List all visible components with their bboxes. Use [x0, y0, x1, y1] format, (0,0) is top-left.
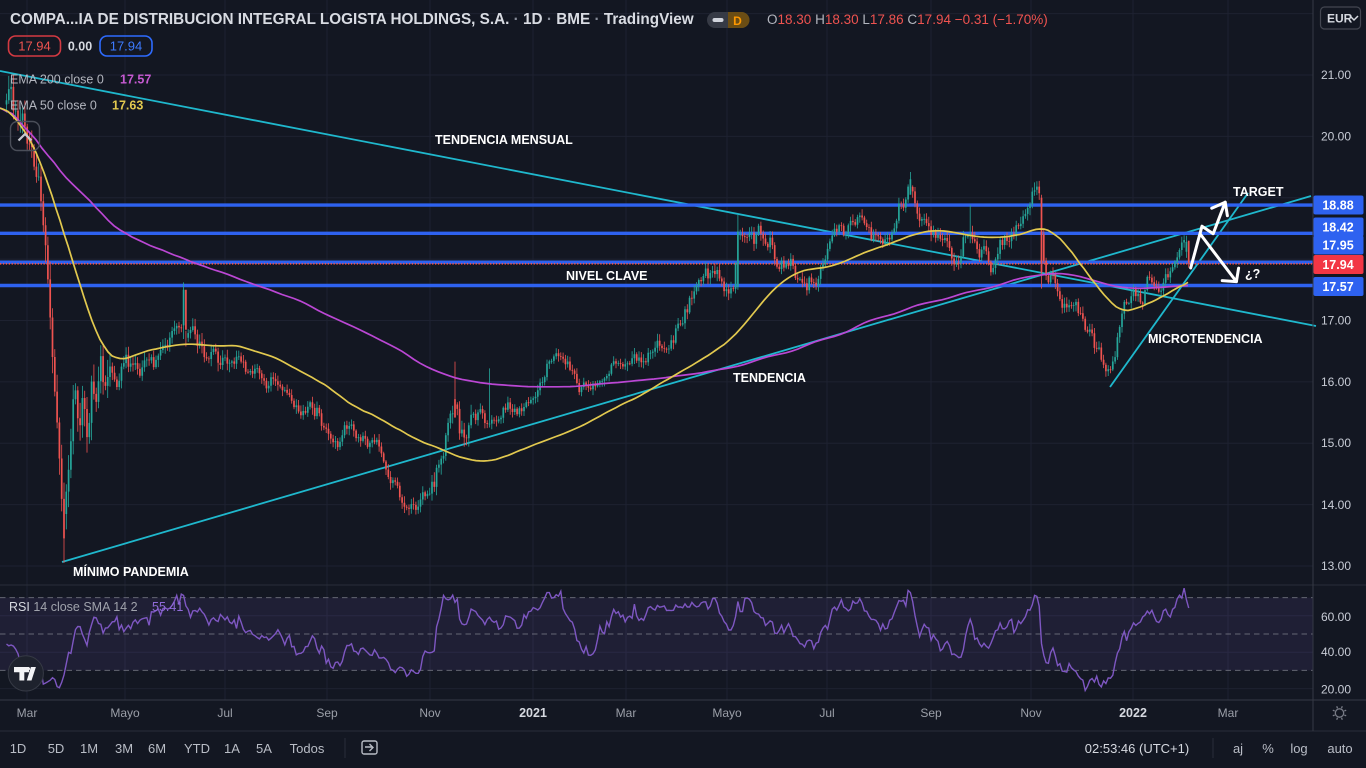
svg-text:O18.30 H18.30 L17.86 C17.94 −0: O18.30 H18.30 L17.86 C17.94 −0.31 (−1.70…	[767, 12, 1048, 27]
svg-text:14.00: 14.00	[1321, 498, 1351, 512]
svg-text:1M: 1M	[80, 741, 98, 756]
svg-text:5D: 5D	[48, 741, 65, 756]
svg-text:16.00: 16.00	[1321, 375, 1351, 389]
svg-text:2021: 2021	[519, 706, 547, 720]
svg-text:EMA 200 close 017.57: EMA 200 close 0 17.57	[10, 73, 151, 87]
svg-text:17.94: 17.94	[18, 39, 51, 54]
svg-text:aj: aj	[1233, 741, 1243, 756]
svg-text:Mar: Mar	[1218, 706, 1239, 720]
svg-text:20.00: 20.00	[1321, 130, 1351, 144]
svg-text:¿?: ¿?	[1245, 267, 1260, 281]
svg-text:02:53:46 (UTC+1): 02:53:46 (UTC+1)	[1085, 741, 1189, 756]
svg-text:YTD: YTD	[184, 741, 210, 756]
svg-text:17.94: 17.94	[110, 39, 143, 54]
svg-text:2022: 2022	[1119, 706, 1147, 720]
svg-text:D: D	[733, 14, 742, 28]
svg-text:TENDENCIA: TENDENCIA	[733, 371, 806, 385]
svg-text:17.95: 17.95	[1322, 238, 1353, 252]
svg-text:RSI 14 close SMA 14 255.41: RSI 14 close SMA 14 2 55.41	[9, 600, 183, 614]
svg-text:Nov: Nov	[419, 706, 440, 720]
svg-text:6M: 6M	[148, 741, 166, 756]
svg-text:%: %	[1262, 741, 1274, 756]
svg-text:NIVEL CLAVE: NIVEL CLAVE	[566, 269, 648, 283]
svg-text:40.00: 40.00	[1321, 645, 1351, 659]
svg-text:Sep: Sep	[920, 706, 942, 720]
svg-text:15.00: 15.00	[1321, 436, 1351, 450]
svg-text:MICROTENDENCIA: MICROTENDENCIA	[1148, 332, 1263, 346]
svg-text:Mar: Mar	[17, 706, 38, 720]
svg-text:log: log	[1290, 741, 1307, 756]
svg-text:3M: 3M	[115, 741, 133, 756]
svg-text:Todos: Todos	[290, 741, 325, 756]
svg-text:17.57: 17.57	[1322, 280, 1353, 294]
svg-text:18.42: 18.42	[1322, 220, 1353, 234]
svg-text:18.88: 18.88	[1322, 198, 1353, 212]
svg-text:60.00: 60.00	[1321, 610, 1351, 624]
svg-text:1D: 1D	[10, 741, 27, 756]
svg-text:Mar: Mar	[616, 706, 637, 720]
svg-text:Jul: Jul	[819, 706, 834, 720]
svg-text:Nov: Nov	[1020, 706, 1041, 720]
svg-text:17.94: 17.94	[1322, 258, 1353, 272]
svg-text:Mayo: Mayo	[712, 706, 742, 720]
svg-text:0.00: 0.00	[68, 40, 92, 54]
svg-text:MÍNIMO PANDEMIA: MÍNIMO PANDEMIA	[73, 564, 189, 579]
svg-text:TARGET: TARGET	[1233, 185, 1284, 199]
svg-text:1A: 1A	[224, 741, 240, 756]
svg-text:20.00: 20.00	[1321, 683, 1351, 697]
svg-text:EMA 50 close 017.63: EMA 50 close 0 17.63	[10, 99, 143, 113]
svg-text:EUR: EUR	[1327, 12, 1353, 26]
svg-text:Mayo: Mayo	[110, 706, 140, 720]
svg-text:Sep: Sep	[316, 706, 338, 720]
svg-text:COMPA...IA DE DISTRIBUCION INT: COMPA...IA DE DISTRIBUCION INTEGRAL LOGI…	[10, 11, 694, 28]
svg-text:5A: 5A	[256, 741, 272, 756]
svg-text:21.00: 21.00	[1321, 68, 1351, 82]
svg-text:17.00: 17.00	[1321, 314, 1351, 328]
svg-text:TENDENCIA MENSUAL: TENDENCIA MENSUAL	[435, 133, 573, 147]
svg-text:13.00: 13.00	[1321, 559, 1351, 573]
svg-text:Jul: Jul	[217, 706, 232, 720]
svg-text:auto: auto	[1327, 741, 1352, 756]
